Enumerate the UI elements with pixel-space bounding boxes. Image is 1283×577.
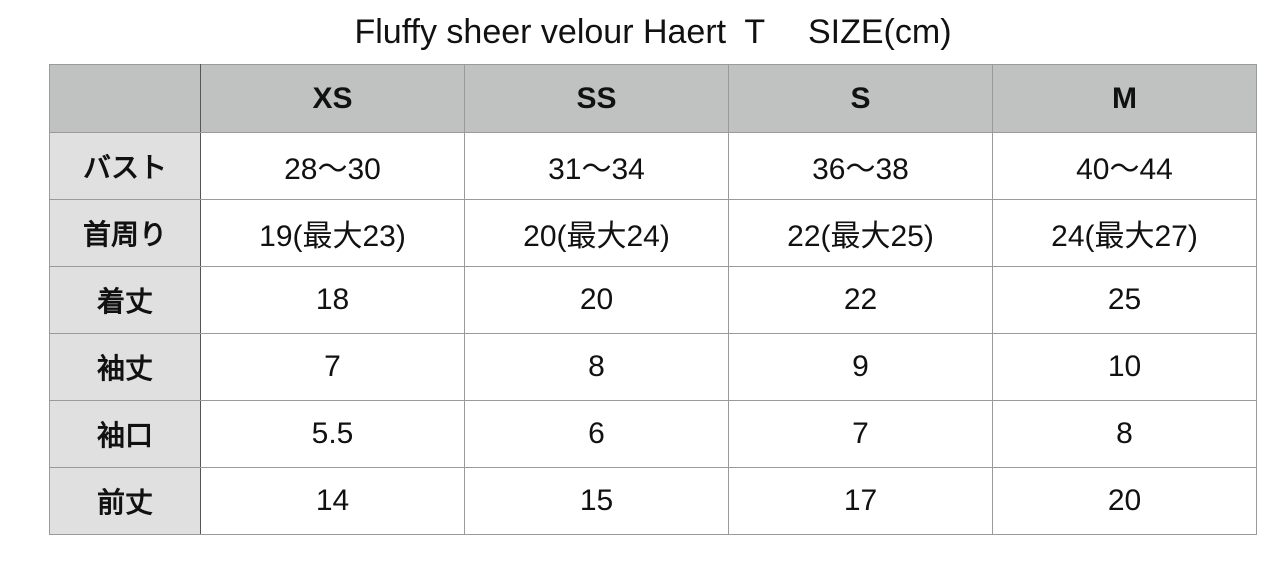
table-cell: 8 <box>992 400 1257 468</box>
table-cell: 18 <box>200 266 465 334</box>
table-row: 袖口 5.5 6 7 8 <box>49 400 1257 468</box>
table-cell: 19(最大23) <box>200 199 465 267</box>
row-label: 首周り <box>49 199 201 267</box>
table-cell: 10 <box>992 333 1257 401</box>
table-cell: 6 <box>464 400 729 468</box>
table-row: バスト 28〜30 31〜34 36〜38 40〜44 <box>49 132 1257 200</box>
table-cell: 31〜34 <box>464 132 729 200</box>
row-label: バスト <box>49 132 201 200</box>
table-cell: 20 <box>464 266 729 334</box>
table-cell: 7 <box>728 400 993 468</box>
table-cell: 36〜38 <box>728 132 993 200</box>
row-label: 袖丈 <box>49 333 201 401</box>
table-cell: 20(最大24) <box>464 199 729 267</box>
table-cell: 20 <box>992 467 1257 535</box>
table-cell: 17 <box>728 467 993 535</box>
size-header: S <box>728 64 993 133</box>
table-row: 袖丈 7 8 9 10 <box>49 333 1257 401</box>
table-cell: 25 <box>992 266 1257 334</box>
table-cell: 22 <box>728 266 993 334</box>
table-cell: 24(最大27) <box>992 199 1257 267</box>
size-header: M <box>992 64 1257 133</box>
row-label: 袖口 <box>49 400 201 468</box>
table-row: 着丈 18 20 22 25 <box>49 266 1257 334</box>
title: Fluffy sheer velour Haert T SIZE(cm) <box>354 13 952 51</box>
row-label: 前丈 <box>49 467 201 535</box>
table-cell: 14 <box>200 467 465 535</box>
table-row: 首周り 19(最大23) 20(最大24) 22(最大25) 24(最大27) <box>49 199 1257 267</box>
table-cell: 8 <box>464 333 729 401</box>
header-row: XS SS S M <box>49 64 1257 133</box>
size-header: SS <box>464 64 729 133</box>
table-cell: 15 <box>464 467 729 535</box>
table-cell: 7 <box>200 333 465 401</box>
table-cell: 28〜30 <box>200 132 465 200</box>
corner-cell <box>49 64 201 133</box>
table-cell: 40〜44 <box>992 132 1257 200</box>
table-cell: 22(最大25) <box>728 199 993 267</box>
table-cell: 5.5 <box>200 400 465 468</box>
size-table: XS SS S M バスト 28〜30 31〜34 36〜38 40〜44 首周り 19(最大23… <box>49 64 1257 535</box>
table-row: 前丈 14 15 17 20 <box>49 467 1257 535</box>
row-label: 着丈 <box>49 266 201 334</box>
table-cell: 9 <box>728 333 993 401</box>
size-header: XS <box>200 64 465 133</box>
